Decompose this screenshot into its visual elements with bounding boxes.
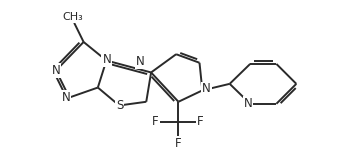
Text: N: N: [103, 53, 111, 66]
Text: F: F: [152, 115, 159, 128]
Text: N: N: [136, 55, 145, 68]
Text: N: N: [243, 97, 252, 110]
Text: N: N: [52, 64, 61, 77]
Text: N: N: [102, 53, 111, 66]
Text: CH₃: CH₃: [62, 12, 83, 22]
Text: F: F: [197, 115, 204, 128]
Text: N: N: [202, 82, 211, 95]
Text: S: S: [116, 99, 124, 112]
Text: F: F: [175, 137, 182, 150]
Text: N: N: [62, 91, 70, 104]
